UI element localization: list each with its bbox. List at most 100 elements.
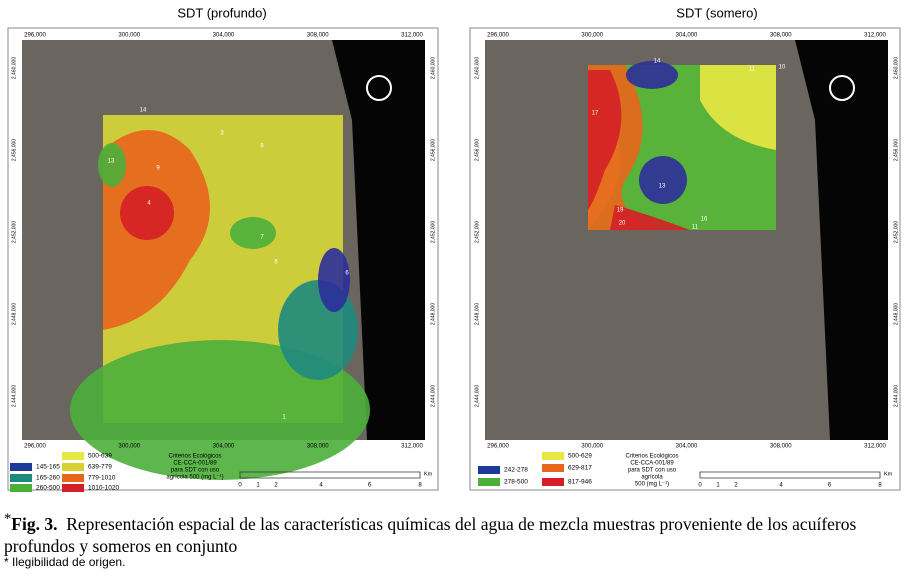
y-tick-label: 2,452,000 <box>893 221 899 243</box>
legend-label: 260-500 <box>36 485 60 492</box>
legend-label: 242-278 <box>504 467 528 474</box>
criteria-text: Criterios Ecológicos <box>168 454 221 460</box>
x-tick-label: 308,000 <box>307 33 329 39</box>
figure: SDT (profundo)143813947661296,000296,000… <box>7 5 901 492</box>
criteria-text: Criterios Ecológicos <box>625 454 678 460</box>
x-tick-label: 312,000 <box>864 33 886 39</box>
sample-point: 8 <box>260 144 264 150</box>
legend-label: 779-1010 <box>88 475 116 482</box>
scale-label: 2 <box>274 483 278 489</box>
concentration-zone <box>588 70 622 210</box>
legend-label: 1010-1020 <box>88 485 119 492</box>
y-tick-label: 2,460,000 <box>11 57 17 79</box>
sample-point: 7 <box>260 235 264 241</box>
sample-point: 13 <box>108 159 115 165</box>
y-tick-label: 2,444,000 <box>430 385 436 407</box>
y-tick-label: 2,456,000 <box>474 139 480 161</box>
y-tick-label: 2,448,000 <box>11 303 17 325</box>
map-panel: SDT (profundo)143813947661296,000296,000… <box>7 5 439 492</box>
x-tick-label: 300,000 <box>118 444 140 450</box>
y-tick-label: 2,452,000 <box>474 221 480 243</box>
x-tick-label: 312,000 <box>864 444 886 450</box>
y-tick-label: 2,444,000 <box>474 385 480 407</box>
concentration-zone <box>610 205 690 230</box>
x-tick-label: 304,000 <box>676 444 698 450</box>
y-tick-label: 2,444,000 <box>11 385 17 407</box>
criteria-text: 500 (mg L⁻¹) <box>635 482 669 488</box>
scale-unit: Km <box>424 471 433 477</box>
legend-swatch <box>478 478 500 486</box>
x-tick-label: 308,000 <box>770 444 792 450</box>
concentration-zone <box>700 65 776 150</box>
scale-label: 4 <box>319 483 323 489</box>
legend-swatch <box>62 484 84 492</box>
x-tick-label: 304,000 <box>213 444 235 450</box>
legend-swatch <box>542 478 564 486</box>
y-tick-label: 2,448,000 <box>430 303 436 325</box>
scale-label: 0 <box>698 483 702 489</box>
y-tick-label: 2,460,000 <box>474 57 480 79</box>
x-tick-label: 300,000 <box>581 444 603 450</box>
y-tick-label: 2,448,000 <box>893 303 899 325</box>
sample-point: 11 <box>749 67 756 73</box>
x-tick-label: 308,000 <box>307 444 329 450</box>
caption-marker: * <box>4 511 12 527</box>
legend-swatch <box>62 463 84 471</box>
scale-label: 1 <box>256 483 260 489</box>
legend-swatch <box>542 452 564 460</box>
legend-label: 639-779 <box>88 464 112 471</box>
legend-label: 629-817 <box>568 465 592 472</box>
x-tick-label: 308,000 <box>770 33 792 39</box>
legend-swatch <box>62 452 84 460</box>
criteria-text: CE-CCA-001/89 <box>630 461 674 467</box>
y-tick-label: 2,460,000 <box>430 57 436 79</box>
y-tick-label: 2,456,000 <box>893 139 899 161</box>
legend-label: 145-165 <box>36 464 60 471</box>
y-tick-label: 2,444,000 <box>893 385 899 407</box>
sample-point: 14 <box>140 108 147 114</box>
sample-point: 14 <box>654 59 661 65</box>
sample-point: 6 <box>345 271 349 277</box>
sample-point: 3 <box>220 131 224 137</box>
legend-swatch <box>10 484 32 492</box>
scale-label: 8 <box>878 483 882 489</box>
north-arrow <box>829 75 855 101</box>
legend-swatch <box>62 474 84 482</box>
criteria-text: agrícola 500 (mg L⁻¹) <box>166 475 223 481</box>
concentration-zone <box>98 143 126 187</box>
y-tick-label: 2,460,000 <box>893 57 899 79</box>
scale-bar <box>699 471 881 479</box>
legend-label: 278-500 <box>504 479 528 486</box>
sample-point: 4 <box>147 201 151 207</box>
scale-label: 4 <box>779 483 783 489</box>
y-tick-label: 2,452,000 <box>430 221 436 243</box>
sample-point: 10 <box>779 65 786 71</box>
x-tick-label: 304,000 <box>213 33 235 39</box>
y-tick-label: 2,456,000 <box>430 139 436 161</box>
legend-swatch <box>542 464 564 472</box>
concentration-zone <box>639 156 687 204</box>
legend-swatch <box>478 466 500 474</box>
concentration-zone <box>230 217 276 249</box>
legend-label: 500-629 <box>568 453 592 460</box>
scale-label: 1 <box>716 483 720 489</box>
y-tick-label: 2,456,000 <box>11 139 17 161</box>
scale-label: 2 <box>734 483 738 489</box>
legend-label: 500-639 <box>88 453 112 460</box>
north-arrow <box>366 75 392 101</box>
scale-label: 8 <box>418 483 422 489</box>
y-tick-label: 2,452,000 <box>11 221 17 243</box>
caption: *Fig. 3. Representación espacial de las … <box>4 508 908 557</box>
scale-unit: Km <box>884 471 893 477</box>
caption-text: Representación espacial de las caracterí… <box>4 513 857 556</box>
scale-label: 0 <box>238 483 242 489</box>
x-tick-label: 312,000 <box>401 444 423 450</box>
sample-point: 20 <box>619 221 626 227</box>
concentration-zone <box>70 340 370 480</box>
sample-point: 1 <box>282 415 286 421</box>
concentration-zone <box>318 248 350 312</box>
legend-swatch <box>10 463 32 471</box>
x-tick-label: 300,000 <box>581 33 603 39</box>
